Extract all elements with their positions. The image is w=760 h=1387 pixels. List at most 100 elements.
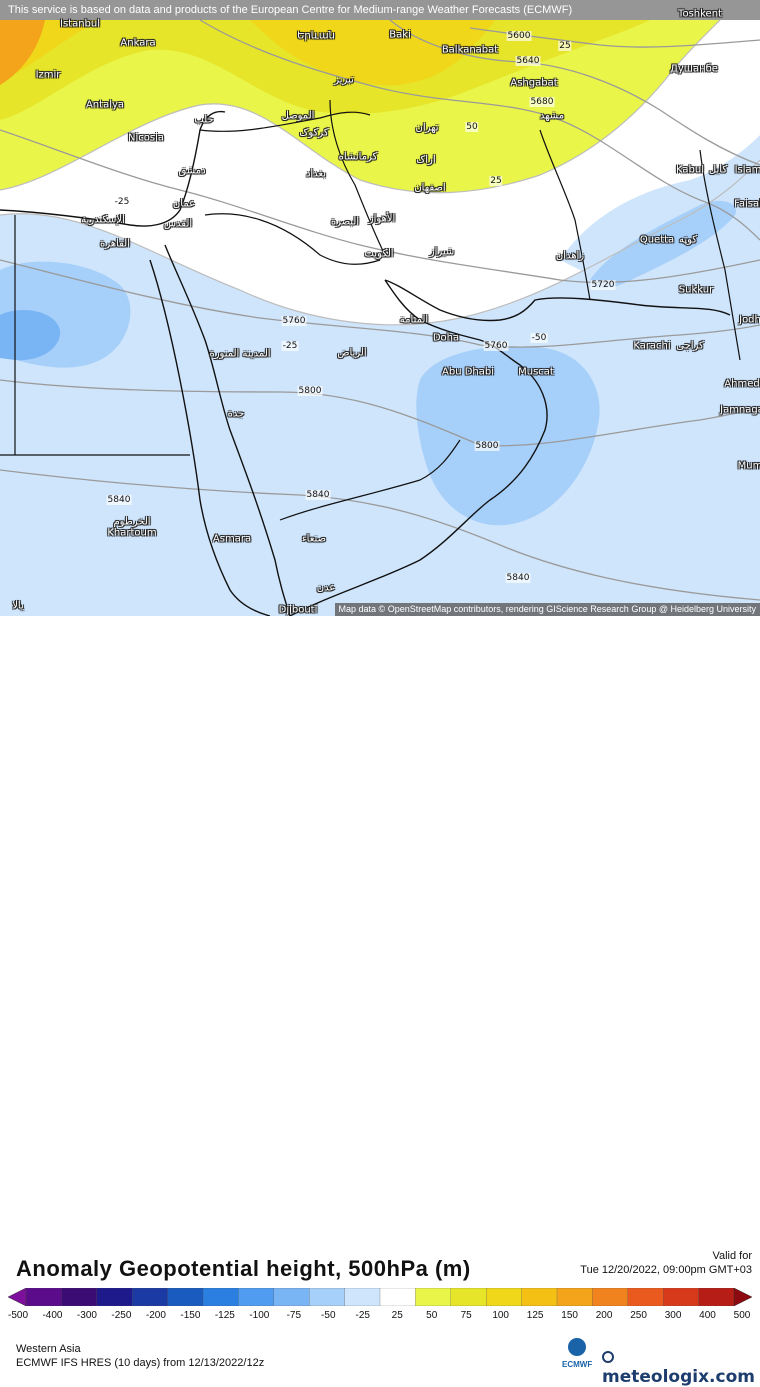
city-label[interactable]: Sukkur: [678, 284, 714, 296]
city-label[interactable]: صنعاء: [301, 533, 327, 545]
city-label[interactable]: الأهواز: [368, 213, 396, 225]
city-label[interactable]: Faisal: [734, 198, 760, 210]
colorbar-swatch: [309, 1288, 346, 1306]
forecast-map[interactable]: This service is based on data and produc…: [0, 0, 760, 616]
city-label[interactable]: Istanbul: [59, 18, 101, 30]
city-label[interactable]: Antalya: [85, 99, 125, 111]
meteologix-logo-text: meteologix.com: [602, 1367, 755, 1387]
colorbar-tick-label: -300: [76, 1310, 97, 1321]
height-contour-5720: [0, 129, 760, 284]
city-label[interactable]: شیراز: [429, 246, 455, 258]
city-label[interactable]: القدس: [163, 218, 193, 230]
city-label[interactable]: الإسكندرية: [81, 214, 125, 226]
colorbar-swatch: [273, 1288, 310, 1306]
contour-label: 5840: [106, 495, 132, 505]
city-label[interactable]: Baki: [389, 29, 411, 41]
colorbar-swatch: [202, 1288, 240, 1306]
city-label[interactable]: الكويت: [364, 248, 394, 260]
contour-label: 5600: [506, 31, 532, 41]
colorbar-tick-label: 25: [391, 1310, 403, 1321]
city-label[interactable]: Ashgabat: [510, 77, 558, 89]
colorbar-tick-label: 50: [426, 1310, 438, 1321]
meteologix-logo-icon: [602, 1351, 614, 1363]
ecmwf-logo[interactable]: ECMWF: [562, 1338, 592, 1372]
coastline-mediterranean: [0, 110, 226, 227]
height-contour-5800: [0, 379, 760, 447]
colorbar-tick-label: -400: [42, 1310, 63, 1321]
border-turkey-syria: [199, 111, 371, 132]
city-label[interactable]: جدة: [227, 408, 245, 420]
city-label[interactable]: Jodh: [739, 314, 760, 326]
map-attribution: Map data © OpenStreetMap contributors, r…: [334, 603, 760, 616]
map-canvas: [0, 0, 760, 616]
city-label[interactable]: Muscat: [518, 366, 554, 378]
model-run-label: ECMWF IFS HRES (10 days) from 12/13/2022…: [16, 1357, 265, 1369]
coastline-red-sea-west: [149, 259, 271, 616]
city-label[interactable]: تهران: [415, 122, 439, 134]
contour-label: 25: [489, 176, 503, 186]
city-label[interactable]: کرکوک: [299, 127, 329, 139]
city-label[interactable]: Nicosia: [128, 132, 164, 144]
legend-panel: Anomaly Geopotential height, 500hPa (m) …: [0, 616, 760, 1387]
coastline-persian-gulf: [384, 279, 731, 322]
anomaly-fill-minus25-south: [0, 160, 760, 616]
city-label[interactable]: Djibouti: [278, 604, 318, 616]
colorbar-swatch: [415, 1288, 452, 1306]
city-label[interactable]: القاهرة: [100, 238, 130, 250]
city-label[interactable]: عدن: [316, 582, 336, 594]
city-label[interactable]: زاهدان: [555, 250, 585, 262]
city-label[interactable]: Doha: [432, 332, 460, 344]
city-label[interactable]: اراک: [416, 154, 436, 166]
colorbar-swatch: [663, 1288, 700, 1306]
city-label[interactable]: Душанбе: [670, 63, 718, 75]
city-label[interactable]: Abu Dhabi: [442, 366, 494, 378]
city-label[interactable]: Khartoum: [107, 527, 157, 539]
contour-label: 5840: [505, 573, 531, 583]
colorbar-swatch: [25, 1288, 63, 1306]
city-label[interactable]: کراچی: [676, 340, 704, 352]
city-label[interactable]: المدينة المنورة: [209, 348, 271, 360]
colorbar-tick-label: 150: [561, 1310, 578, 1321]
city-label[interactable]: حلب: [194, 114, 214, 126]
city-label[interactable]: Asmara: [212, 533, 252, 545]
city-label[interactable]: Jamnaga: [720, 404, 760, 416]
city-label[interactable]: Izmir: [35, 69, 61, 81]
border-saudi-north: [204, 213, 381, 265]
city-label[interactable]: کابل: [708, 164, 728, 176]
city-label[interactable]: Երևան: [297, 30, 335, 42]
city-label[interactable]: Balkanabat: [441, 44, 499, 56]
city-label[interactable]: Karachi: [633, 340, 671, 352]
city-label[interactable]: Quetta: [639, 234, 675, 246]
meteologix-logo[interactable]: meteologix.com: [602, 1347, 760, 1387]
city-label[interactable]: Mum: [737, 460, 760, 472]
city-label[interactable]: بغداد: [305, 168, 327, 180]
city-label[interactable]: اصفهان: [414, 182, 446, 194]
colorbar-tick-label: 125: [526, 1310, 544, 1321]
border-iran-iraq: [329, 99, 386, 256]
city-label[interactable]: Kabul: [676, 164, 704, 176]
city-label[interactable]: کوټه: [678, 234, 698, 246]
city-label[interactable]: البصرة: [330, 216, 360, 228]
city-label[interactable]: يالا: [12, 600, 24, 612]
height-contour-5680: [199, 19, 760, 241]
border-pakistan-india: [699, 149, 741, 361]
colorbar-swatch: [379, 1288, 417, 1306]
city-label[interactable]: دمشق: [178, 165, 206, 177]
anomaly-fill-plus75-caucasus: [250, 20, 495, 86]
city-label[interactable]: الموصل: [281, 110, 315, 122]
city-label[interactable]: تبریز: [334, 74, 354, 86]
city-label[interactable]: عمان: [172, 198, 196, 210]
map-title: Anomaly Geopotential height, 500hPa (m): [16, 1256, 471, 1281]
city-label[interactable]: الرياض: [337, 347, 367, 359]
city-label[interactable]: کرمانشاه: [338, 151, 378, 163]
city-label[interactable]: الخرطوم: [113, 516, 151, 528]
city-label[interactable]: Ahmed: [724, 378, 760, 390]
colorbar-arrow-right: [733, 1288, 752, 1306]
city-label[interactable]: Ankara: [120, 37, 156, 49]
border-saudi-yemen: [279, 439, 461, 521]
city-label[interactable]: مشهد: [539, 110, 565, 122]
city-label[interactable]: المنامة: [399, 314, 429, 326]
city-label[interactable]: Islam: [734, 164, 760, 176]
city-label[interactable]: Toshkent: [678, 8, 722, 20]
anomaly-contour-line: [0, 19, 721, 194]
